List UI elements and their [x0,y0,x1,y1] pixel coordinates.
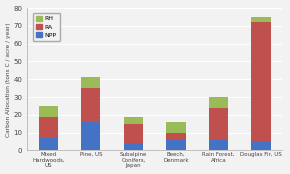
Bar [166,122,186,133]
Bar [124,124,143,143]
Bar [39,117,58,138]
Bar [124,143,143,151]
Bar [39,106,58,117]
Bar [251,22,271,142]
Bar [209,140,228,151]
Bar [124,117,143,124]
Bar [251,142,271,151]
Bar [209,97,228,108]
Bar [166,133,186,140]
Bar [81,88,100,122]
Bar [166,140,186,151]
Bar [209,108,228,140]
Bar [251,17,271,22]
Bar [81,77,100,88]
Bar [39,138,58,151]
Bar [81,122,100,151]
Legend: RH, RA, NPP: RH, RA, NPP [33,13,60,41]
Y-axis label: Carbon Allocation (tons C / acre / year): Carbon Allocation (tons C / acre / year) [6,22,10,137]
